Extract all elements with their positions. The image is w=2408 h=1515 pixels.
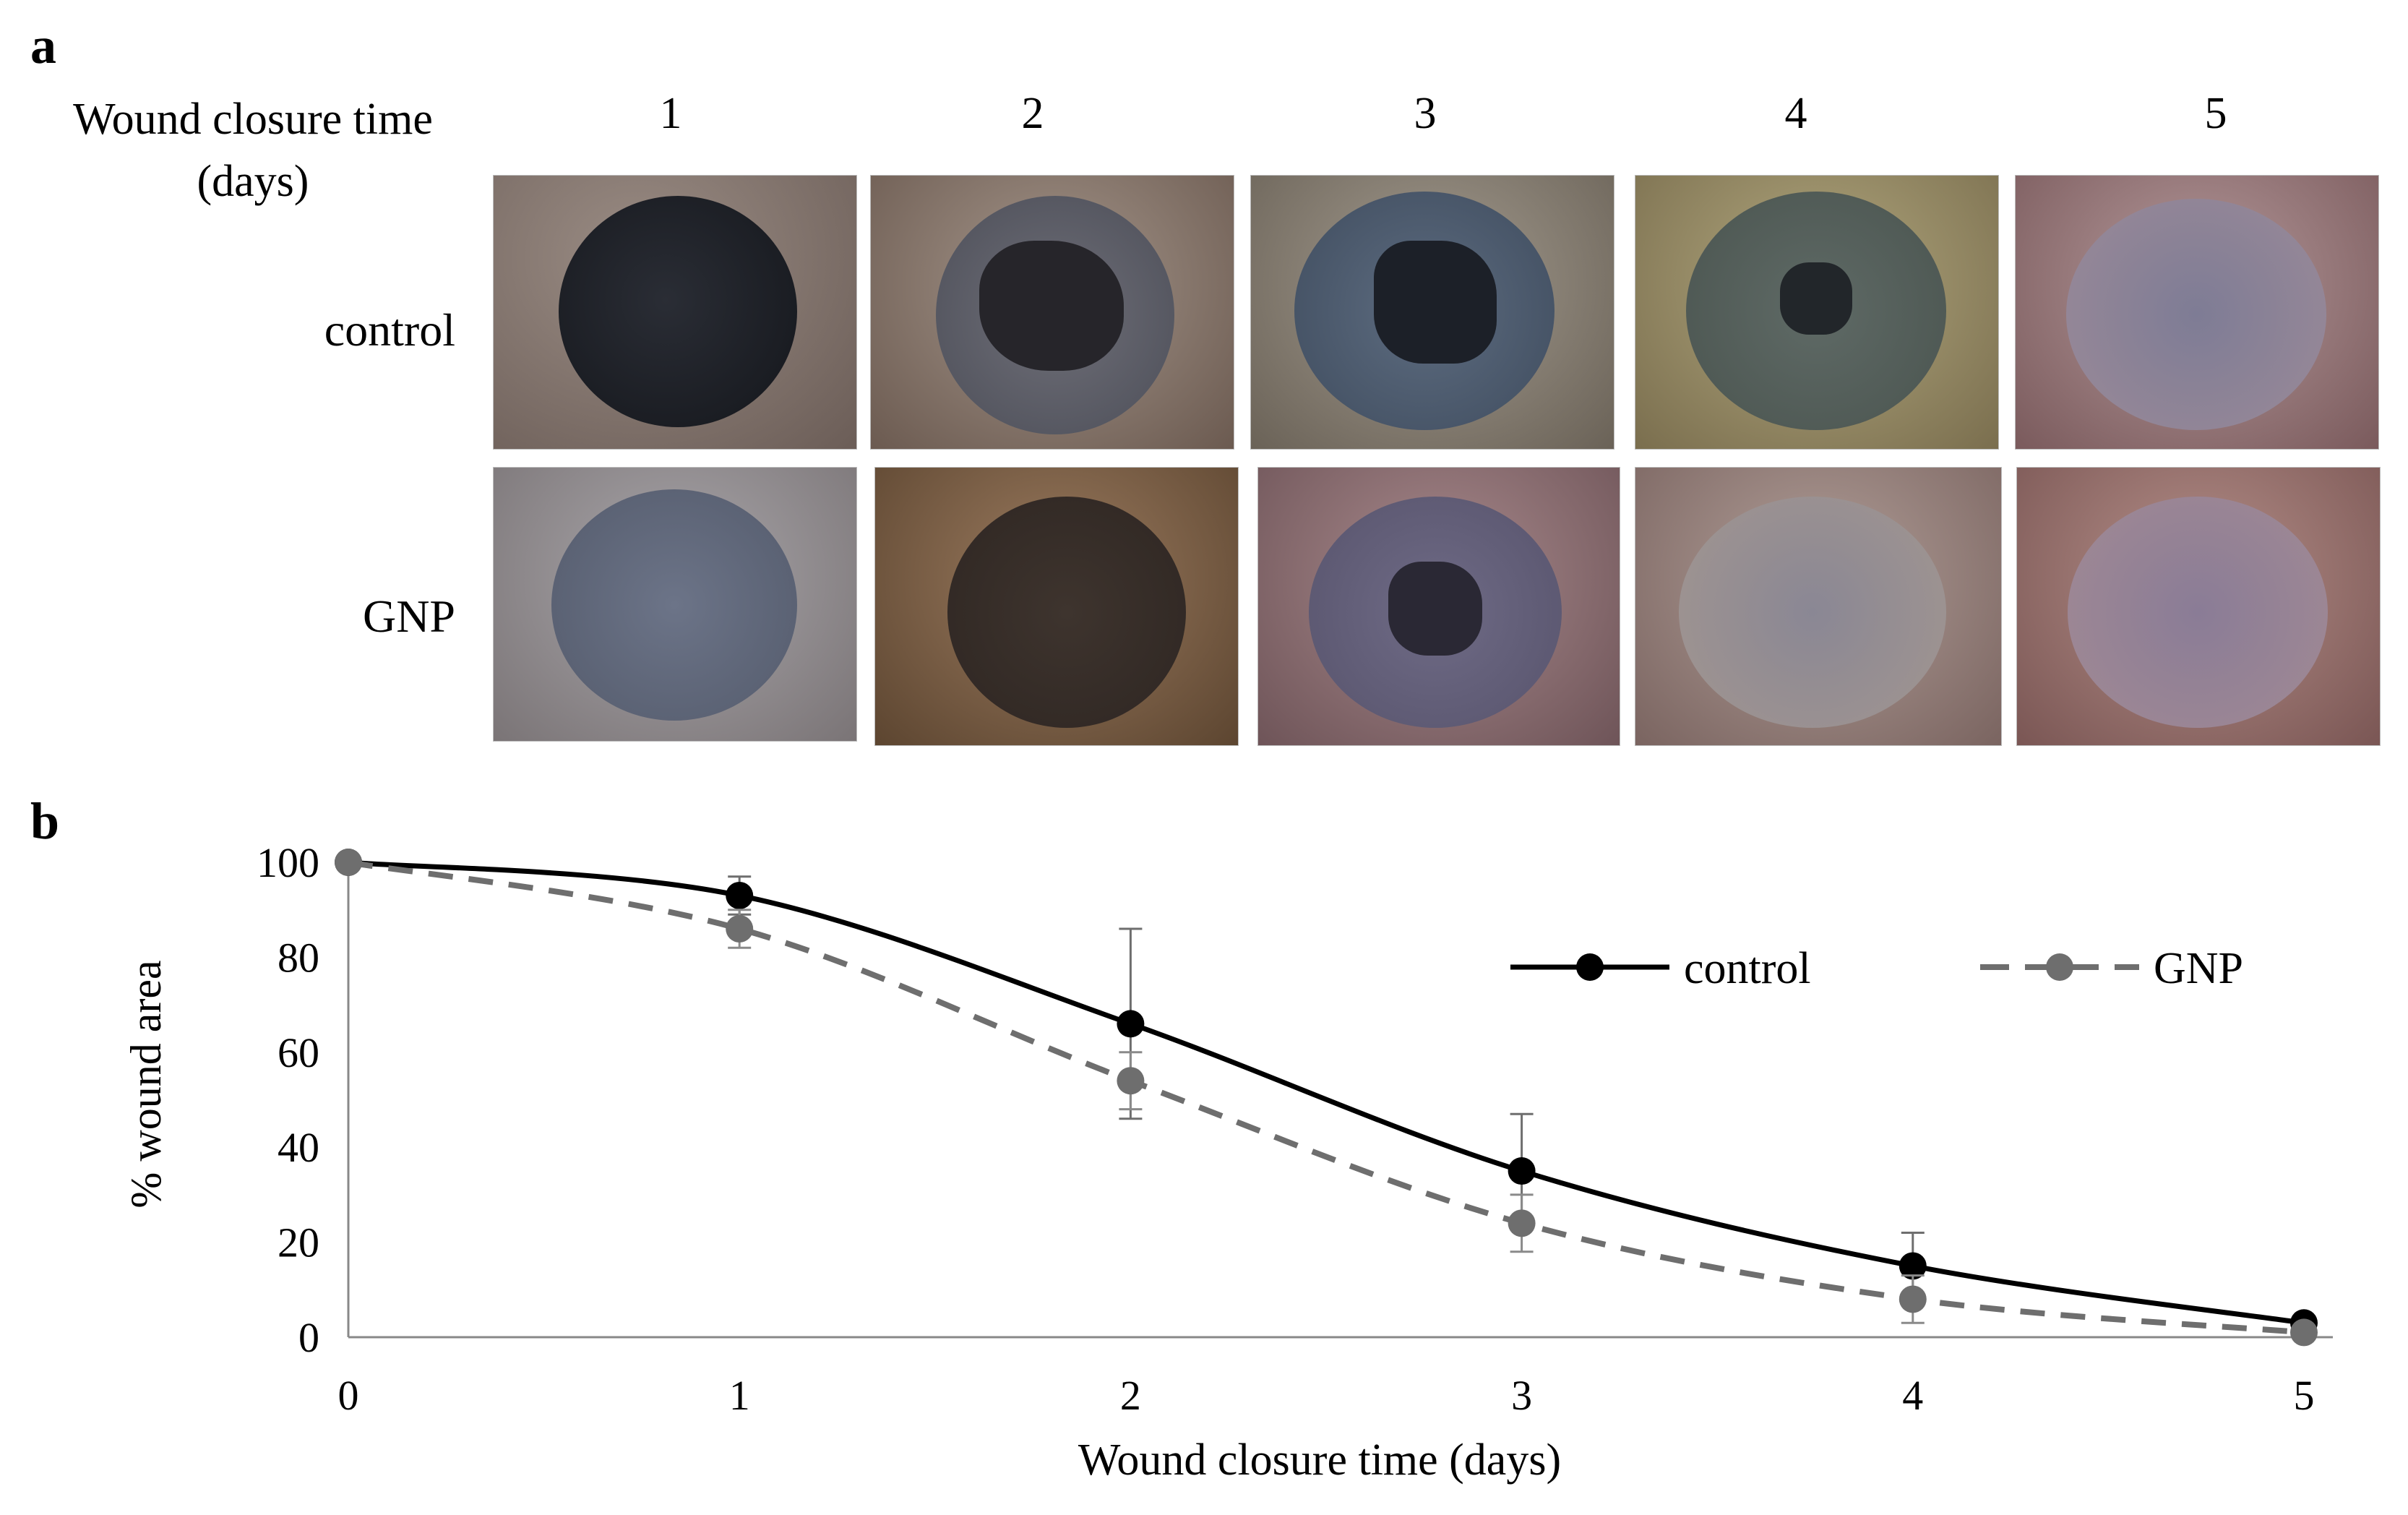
legend-label-gnp: GNP	[2154, 944, 2243, 993]
legend-marker-control	[1576, 953, 1604, 981]
chart-series-layer	[335, 849, 2318, 1347]
x-tick-label: 3	[1511, 1372, 1532, 1419]
chart-legend: control GNP	[1510, 944, 2243, 993]
series-line-gnp	[348, 859, 2305, 1336]
x-tick-label: 0	[338, 1372, 359, 1419]
panel-b-letter: b	[30, 792, 60, 850]
wound-photo-control-day3	[1250, 175, 1614, 450]
data-point-gnp	[335, 849, 362, 876]
y-tick-label: 20	[278, 1219, 319, 1266]
row-label-control: control	[324, 304, 455, 356]
row-label-gnp: GNP	[362, 591, 455, 642]
data-point-gnp	[1117, 1067, 1145, 1095]
wound-photo-control-day1	[493, 175, 857, 450]
data-point-control	[1899, 1252, 1927, 1280]
panel-a-letter: a	[30, 17, 56, 74]
wound-photo-control-day5	[2015, 175, 2379, 450]
data-point-control	[1508, 1157, 1536, 1185]
series-line-control	[348, 859, 2305, 1326]
data-point-gnp	[1508, 1209, 1536, 1237]
wound-photo-gnp-day5	[2016, 467, 2381, 746]
data-point-gnp	[1899, 1285, 1927, 1313]
x-tick-label: 1	[729, 1372, 750, 1419]
y-tick-label: 100	[257, 839, 319, 886]
y-tick-label: 60	[278, 1029, 319, 1076]
data-point-control	[1117, 1010, 1145, 1038]
wound-photo-gnp-day1	[493, 467, 857, 742]
x-tick-label: 5	[2294, 1372, 2315, 1419]
data-point-control	[726, 881, 754, 909]
day-label-1: 1	[659, 89, 682, 138]
day-label-3: 3	[1414, 89, 1437, 138]
legend-label-control: control	[1684, 944, 1811, 993]
series-gnp	[335, 849, 2318, 1347]
x-tick-label: 2	[1120, 1372, 1141, 1419]
day-label-5: 5	[2204, 89, 2227, 138]
series-control	[335, 849, 2318, 1337]
wound-photo-gnp-day4	[1635, 467, 2002, 746]
x-tick-label: 4	[1902, 1372, 1923, 1419]
day-label-4: 4	[1784, 89, 1807, 138]
y-axis-label: % wound area	[122, 960, 170, 1208]
x-axis-label: Wound closure time (days)	[1078, 1435, 1561, 1485]
y-tick-label: 80	[278, 934, 319, 981]
legend-marker-gnp	[2046, 953, 2073, 981]
data-point-gnp	[726, 914, 754, 943]
wound-photo-control-day4	[1635, 175, 1999, 450]
chart-axes: 0 20 40 60 80 100 0 1 2 3 4 5	[257, 839, 2333, 1419]
wound-photo-control-day2	[870, 175, 1234, 450]
y-tick-label: 40	[278, 1124, 319, 1171]
wound-closure-time-header: Wound closure time (days)	[73, 95, 433, 206]
data-point-gnp	[2290, 1318, 2318, 1347]
wound-photo-gnp-day2	[874, 467, 1239, 746]
wound-photo-gnp-day3	[1257, 467, 1620, 746]
day-label-2: 2	[1021, 89, 1044, 138]
y-tick-label: 0	[298, 1314, 319, 1361]
